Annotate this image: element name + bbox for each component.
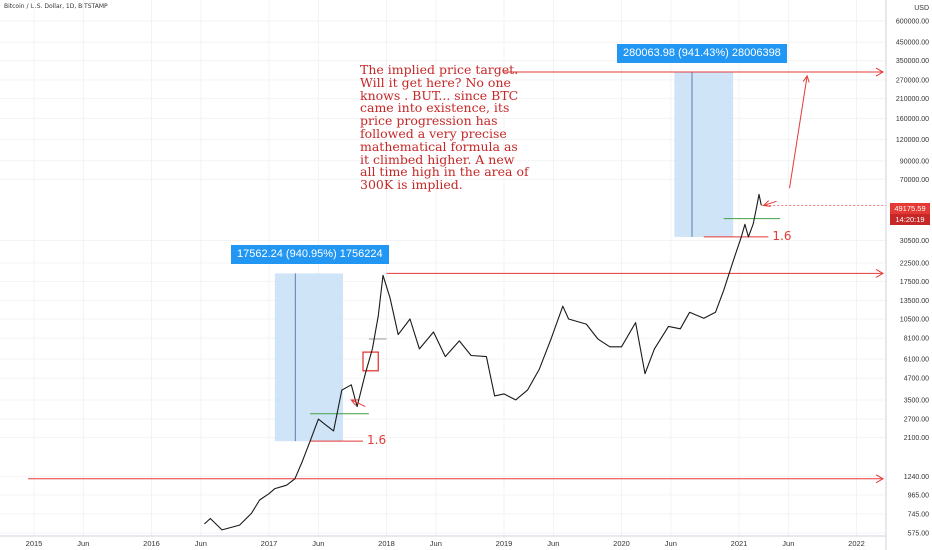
x-tick-label: 2015 <box>26 539 43 548</box>
y-tick-label: 90000.00 <box>900 158 929 165</box>
pointer-arrow-2017 <box>351 399 366 408</box>
y-tick-label: 270000.00 <box>896 77 929 84</box>
ray-arrowhead <box>875 67 885 77</box>
y-tick-label: 160000.00 <box>896 116 929 123</box>
target-arrow-head <box>802 74 810 83</box>
y-tick-label: 4700.00 <box>904 376 929 383</box>
x-tick-label: 2017 <box>261 539 278 548</box>
range-box-2021 <box>674 72 734 237</box>
x-tick-label: Jun <box>665 539 677 548</box>
x-tick-label: Jun <box>195 539 207 548</box>
x-tick-label: Jun <box>312 539 324 548</box>
y-tick-label: 8100.00 <box>904 336 929 343</box>
x-tick-label: Jun <box>77 539 89 548</box>
y-tick-label: 6100.00 <box>904 357 929 364</box>
range-label-2021: 280063.98 (941.43%) 28006398 <box>617 44 787 64</box>
x-tick-label: 2022 <box>848 539 865 548</box>
range-label-2017: 17562.24 (940.95%) 1756224 <box>231 245 389 265</box>
y-tick-label: 22500.00 <box>900 260 929 267</box>
x-tick-label: 2021 <box>731 539 748 548</box>
y-tick-label: 10500.00 <box>900 317 929 324</box>
last-price-tag: 49175.59 <box>890 203 930 215</box>
y-tick-label: 3500.00 <box>904 397 929 404</box>
x-tick-label: Jun <box>547 539 559 548</box>
y-tick-label: 70000.00 <box>900 177 929 184</box>
y-tick-label: 30500.00 <box>900 238 929 245</box>
y-tick-label: 2700.00 <box>904 417 929 424</box>
fib-label-2021: 1.6 <box>772 228 792 243</box>
y-tick-label: 17500.00 <box>900 279 929 286</box>
pointer-arrow-2021 <box>763 200 777 207</box>
x-tick-label: Jun <box>782 539 794 548</box>
x-tick-label: 2020 <box>613 539 630 548</box>
x-tick-label: 2019 <box>496 539 513 548</box>
x-tick-label: 2018 <box>378 539 395 548</box>
analysis-note: The implied price target. Will it get he… <box>360 62 529 193</box>
y-tick-label: 575.00 <box>908 531 930 538</box>
highlight-box <box>362 351 379 372</box>
x-tick-label: 2016 <box>143 539 160 548</box>
y-tick-label: 13500.00 <box>900 298 929 305</box>
y-tick-label: 210000.00 <box>896 96 929 103</box>
target-arrow <box>789 75 808 189</box>
pointer-arrow-2021-head <box>762 200 771 207</box>
pointer-arrow-2017-head <box>350 399 359 406</box>
fib-label-2017: 1.6 <box>367 433 387 448</box>
countdown-tag: 14:20:19 <box>890 214 930 226</box>
y-tick-label: 965.00 <box>908 492 930 499</box>
y-tick-label: 600000.00 <box>896 19 929 26</box>
y-tick-label: 1240.00 <box>904 474 929 481</box>
symbol-title: Bitcoin / U.S. Dollar, 1D, BITSTAMP <box>4 3 108 10</box>
y-tick-label: 450000.00 <box>896 40 929 47</box>
ray-arrowhead <box>875 474 885 484</box>
y-tick-label: 120000.00 <box>896 137 929 144</box>
range-box-2017 <box>274 273 344 442</box>
ray-arrowhead <box>875 268 885 278</box>
y-tick-label: 2100.00 <box>904 435 929 442</box>
price-line <box>204 193 762 531</box>
y-tick-label: 350000.00 <box>896 58 929 65</box>
currency-label: USD <box>914 5 929 12</box>
x-tick-label: Jun <box>430 539 442 548</box>
y-tick-label: 745.00 <box>908 511 930 518</box>
